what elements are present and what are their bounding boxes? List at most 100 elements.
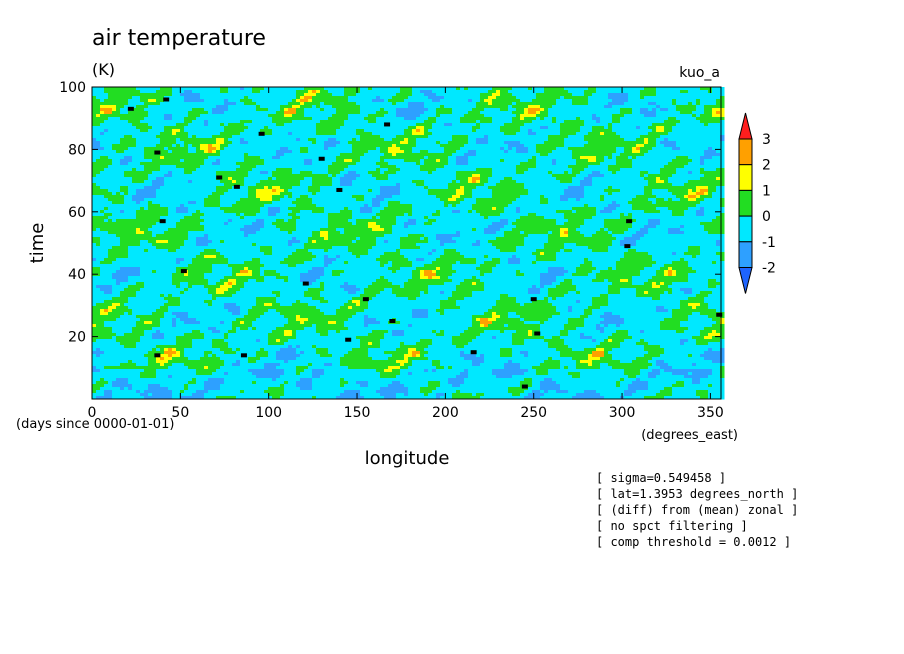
field-cell	[596, 99, 601, 103]
field-cell	[208, 93, 213, 97]
field-cell	[120, 120, 125, 124]
field-cell	[200, 126, 205, 130]
field-cell	[404, 102, 409, 106]
field-cell	[188, 174, 193, 178]
field-cell	[164, 102, 169, 106]
field-cell	[656, 96, 661, 100]
field-cell	[188, 132, 193, 136]
field-cell	[228, 108, 233, 112]
field-cell	[260, 174, 265, 178]
field-cell	[232, 174, 237, 178]
field-cell	[164, 105, 169, 109]
field-cell	[168, 132, 173, 136]
field-cell	[664, 156, 669, 160]
field-cell	[700, 168, 705, 172]
field-cell	[452, 99, 457, 103]
field-cell	[664, 174, 669, 178]
field-cell	[116, 153, 121, 157]
field-cell	[560, 126, 565, 130]
field-cell	[292, 135, 297, 139]
field-cell	[560, 111, 565, 115]
field-cell	[324, 105, 329, 109]
field-cell	[596, 156, 601, 160]
field-cell	[420, 105, 425, 109]
field-cell	[612, 111, 617, 115]
field-cell	[616, 129, 621, 133]
field-cell	[552, 105, 557, 109]
field-cell	[356, 138, 361, 142]
field-cell	[508, 123, 513, 127]
field-cell	[100, 105, 105, 109]
field-cell	[336, 177, 341, 181]
field-cell	[196, 87, 201, 91]
field-cell	[240, 165, 245, 169]
field-cell	[644, 171, 649, 175]
field-cell	[360, 165, 365, 169]
field-cell	[620, 153, 625, 157]
field-cell	[300, 168, 305, 172]
field-cell	[200, 105, 205, 109]
field-cell	[176, 159, 181, 163]
field-cell	[588, 90, 593, 94]
field-cell	[400, 150, 405, 154]
field-cell	[332, 165, 337, 169]
field-cell	[592, 141, 597, 145]
field-cell	[532, 117, 537, 121]
field-cell	[152, 156, 157, 160]
field-cell	[648, 165, 653, 169]
field-cell	[160, 132, 165, 136]
field-cell	[312, 141, 317, 145]
field-cell	[336, 105, 341, 109]
field-cell	[116, 90, 121, 94]
field-cell	[588, 168, 593, 172]
field-cell	[240, 138, 245, 142]
field-cell	[640, 111, 645, 115]
field-cell	[528, 144, 533, 148]
field-cell	[244, 102, 249, 106]
field-cell	[508, 99, 513, 103]
field-cell	[376, 141, 381, 145]
field-cell	[468, 138, 473, 142]
field-cell	[256, 168, 261, 172]
field-cell	[448, 108, 453, 112]
field-cell	[392, 177, 397, 181]
field-cell	[228, 87, 233, 91]
field-cell	[160, 159, 165, 163]
field-cell	[232, 126, 237, 130]
field-cell	[384, 99, 389, 103]
field-cell	[592, 147, 597, 151]
field-cell	[192, 120, 197, 124]
field-cell	[440, 126, 445, 130]
field-cell	[268, 138, 273, 142]
field-cell	[412, 90, 417, 94]
field-cell	[360, 162, 365, 166]
field-cell	[156, 114, 161, 118]
field-cell	[708, 177, 713, 181]
field-cell	[464, 87, 469, 91]
field-cell	[304, 93, 309, 97]
field-cell	[572, 120, 577, 124]
field-cell	[428, 147, 433, 151]
field-cell	[236, 141, 241, 145]
field-cell	[624, 174, 629, 178]
field-cell	[344, 141, 349, 145]
field-cell	[540, 87, 545, 91]
field-cell	[468, 132, 473, 136]
field-cell	[96, 141, 101, 145]
field-cell	[616, 177, 621, 181]
field-cell	[292, 87, 297, 91]
field-cell	[684, 93, 689, 97]
field-cell	[336, 171, 341, 175]
field-cell	[708, 165, 713, 169]
field-cell	[356, 165, 361, 169]
field-cell	[212, 168, 217, 172]
field-cell	[356, 144, 361, 148]
field-cell	[188, 129, 193, 133]
field-cell	[240, 135, 245, 139]
field-cell	[680, 165, 685, 169]
field-cell	[656, 156, 661, 160]
field-cell	[628, 144, 633, 148]
field-cell	[324, 90, 329, 94]
field-cell	[652, 174, 657, 178]
field-cell	[112, 126, 117, 130]
